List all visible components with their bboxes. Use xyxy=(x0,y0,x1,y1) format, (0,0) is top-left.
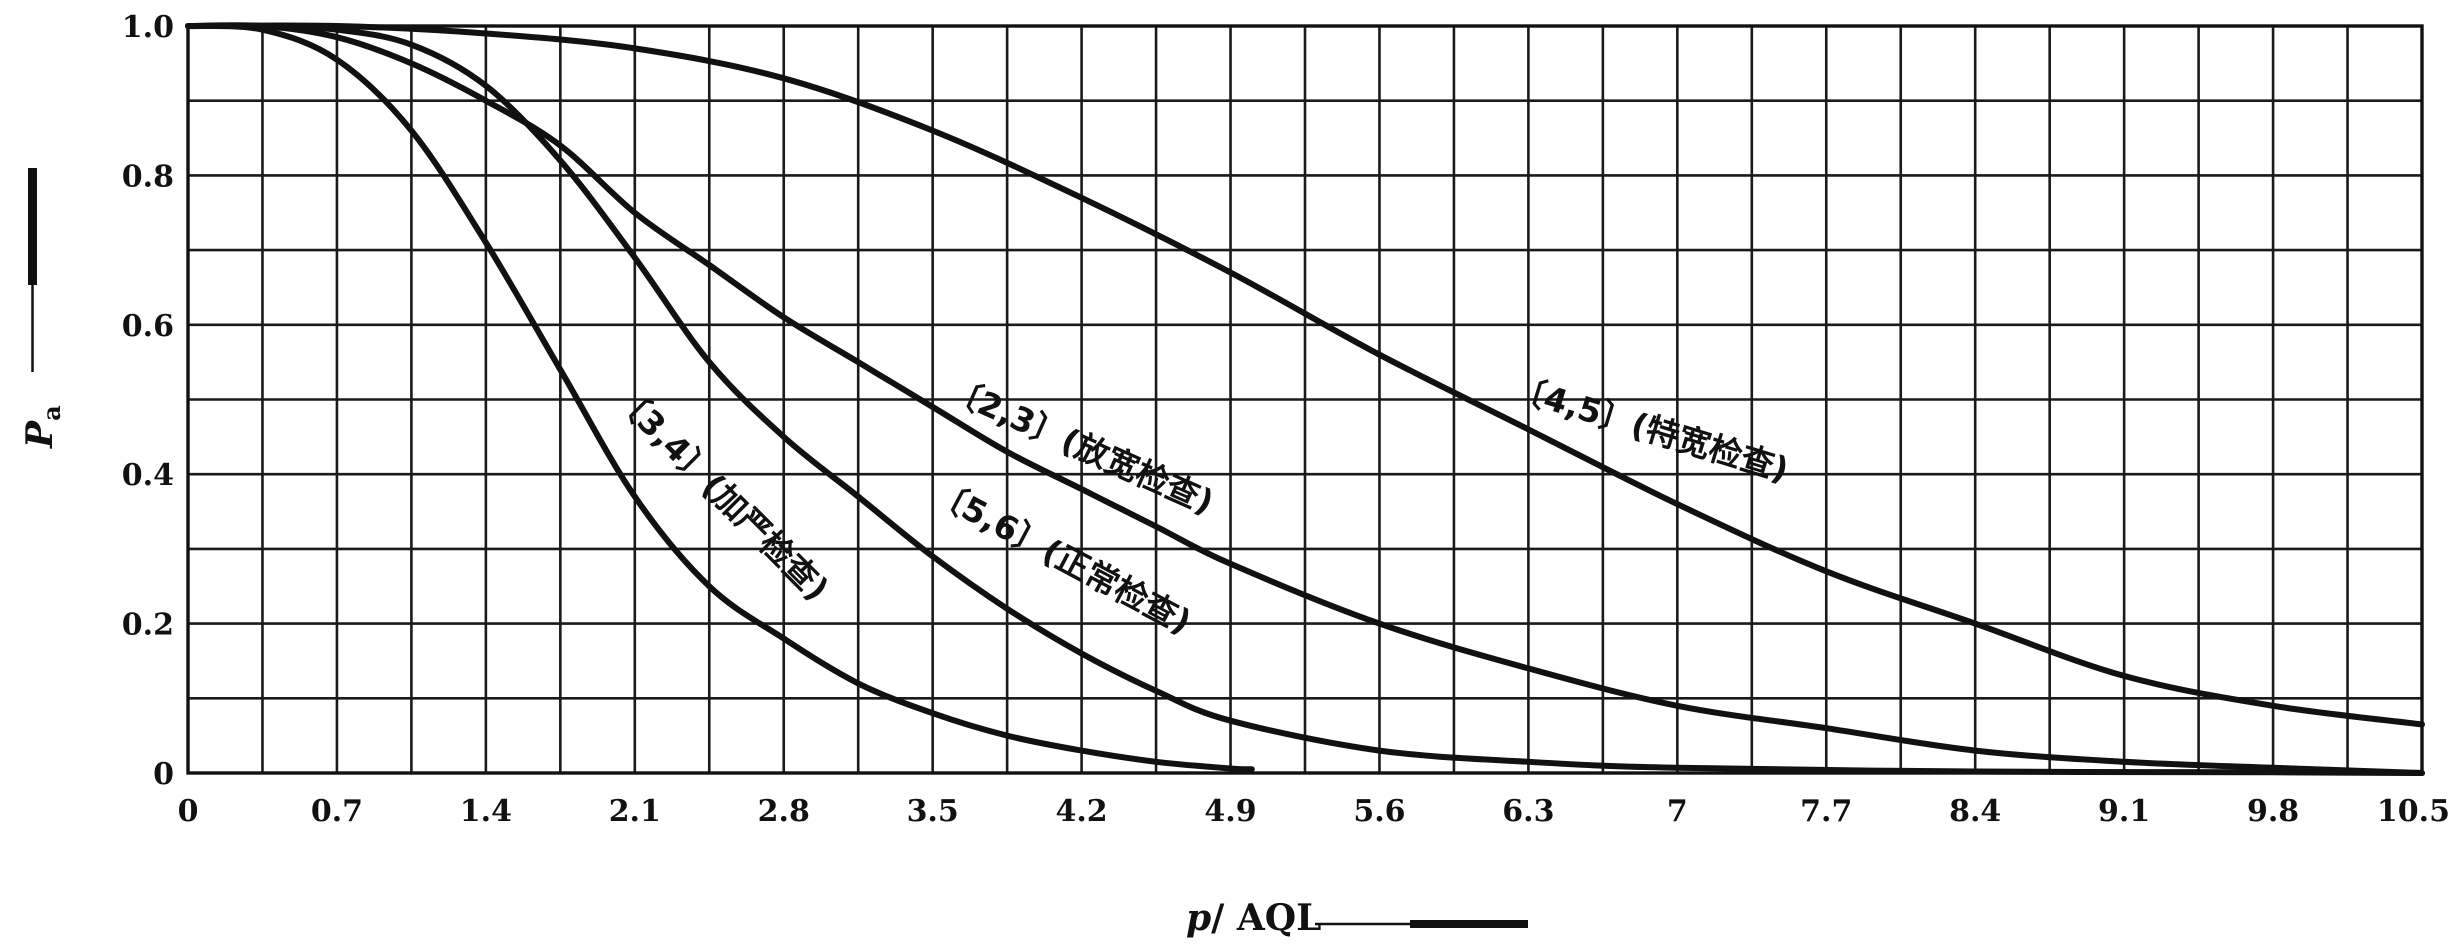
curve-reduced xyxy=(185,22,2425,776)
y-tick-label: 0.8 xyxy=(122,159,174,194)
x-axis-title-var: p xyxy=(1186,897,1211,939)
svg-text:Pa: Pa xyxy=(19,405,66,449)
x-axis-title-rest: / AQL xyxy=(1211,897,1321,939)
y-axis-title-sub: a xyxy=(37,405,66,421)
x-tick-label: 10.5 xyxy=(2377,794,2450,829)
x-tick-label: 6.3 xyxy=(1502,794,1554,829)
x-tick-label: 8.4 xyxy=(1949,794,2001,829)
x-tick-label: 3.5 xyxy=(907,794,959,829)
x-tick-label: 5.6 xyxy=(1353,794,1405,829)
x-tick-label: 0.7 xyxy=(311,794,363,829)
curve-tightened xyxy=(185,22,1255,773)
y-tick-label: 0.4 xyxy=(122,458,174,493)
x-tick-label: 7 xyxy=(1667,794,1688,829)
grid xyxy=(186,24,2424,775)
plot-frame xyxy=(186,24,2424,775)
y-axis-title-var: P xyxy=(19,420,61,449)
curve-special-reduced xyxy=(185,22,2425,728)
y-tick-labels: 0 0.2 0.4 0.6 0.8 1.0 xyxy=(122,10,174,792)
x-tick-label: 1.4 xyxy=(460,794,512,829)
y-axis-arrow-head xyxy=(28,168,37,285)
x-tick-label: 9.1 xyxy=(2098,794,2150,829)
x-tick-label: 7.7 xyxy=(1800,794,1852,829)
x-tick-label: 0 xyxy=(178,794,199,829)
x-tick-label: 2.1 xyxy=(609,794,661,829)
y-axis-title: Pa xyxy=(19,168,66,449)
y-tick-label: 1.0 xyxy=(122,10,174,45)
curve-normal xyxy=(185,22,2425,776)
y-tick-label: 0.6 xyxy=(122,309,174,344)
y-tick-label: 0.2 xyxy=(122,608,174,643)
y-tick-label: 0 xyxy=(153,757,174,792)
x-tick-labels: 0 0.7 1.4 2.1 2.8 3.5 4.2 4.9 5.6 6.3 7 7.7 8.4 9.1 9.… xyxy=(178,794,2450,829)
curve-label-tightened: 〔3,4〕(加严检查) xyxy=(606,378,836,608)
x-tick-label: 2.8 xyxy=(758,794,810,829)
curve-label-special-reduced: 〔4,5〕(特宽检查) xyxy=(1508,368,1794,489)
curves xyxy=(185,22,2425,776)
x-axis-title: p/ AQL xyxy=(1186,897,1528,939)
svg-text:p/ AQL: p/ AQL xyxy=(1186,897,1321,939)
x-tick-label: 9.8 xyxy=(2247,794,2299,829)
x-tick-label: 4.2 xyxy=(1055,794,1107,829)
x-axis-arrow-head xyxy=(1410,920,1528,928)
x-tick-label: 4.9 xyxy=(1204,794,1256,829)
